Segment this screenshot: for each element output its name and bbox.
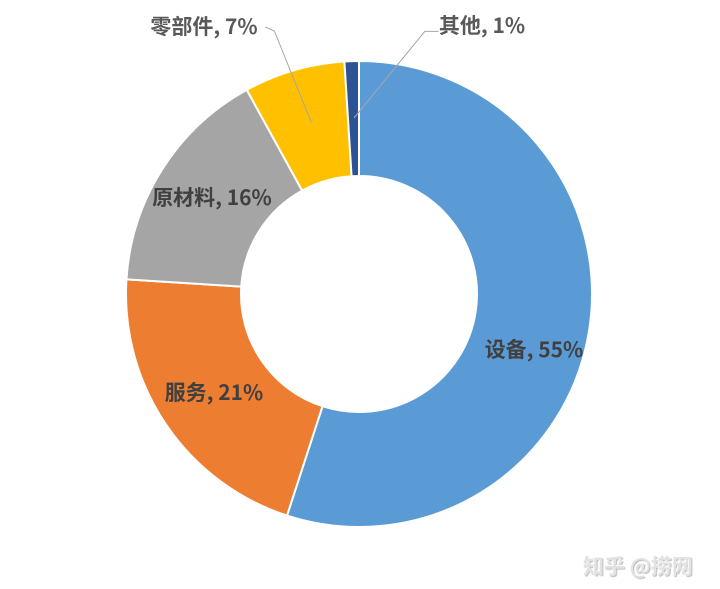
svg-text:知乎 @捞网: 知乎 @捞网 <box>583 551 693 581</box>
svg-text:零部件, 7%: 零部件, 7% <box>150 11 257 41</box>
svg-text:原材料, 16%: 原材料, 16% <box>152 182 272 212</box>
svg-text:服务, 21%: 服务, 21% <box>165 377 264 407</box>
svg-text:其他, 1%: 其他, 1% <box>439 10 525 40</box>
svg-text:设备, 55%: 设备, 55% <box>485 334 584 364</box>
